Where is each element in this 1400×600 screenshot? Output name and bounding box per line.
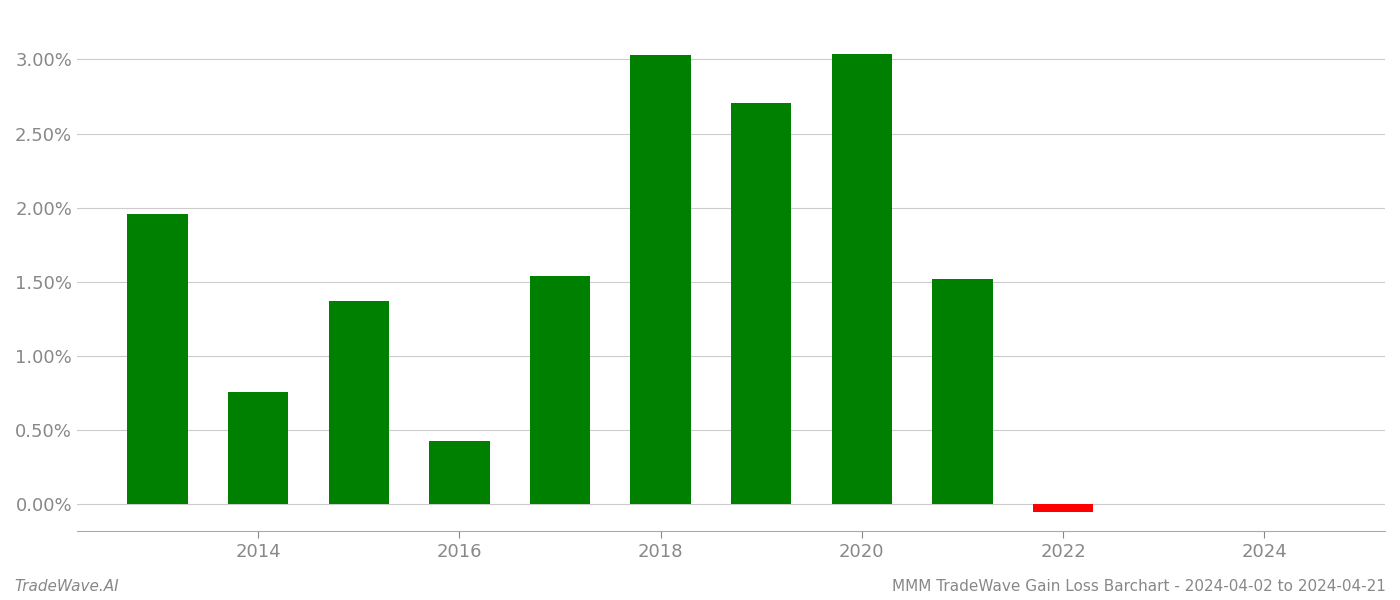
Bar <box>1033 505 1093 512</box>
Text: TradeWave.AI: TradeWave.AI <box>14 579 119 594</box>
Bar <box>430 441 490 505</box>
Bar <box>731 103 791 505</box>
Text: MMM TradeWave Gain Loss Barchart - 2024-04-02 to 2024-04-21: MMM TradeWave Gain Loss Barchart - 2024-… <box>892 579 1386 594</box>
Bar <box>329 301 389 505</box>
Bar <box>630 55 690 505</box>
Bar <box>832 53 892 505</box>
Bar <box>228 392 288 505</box>
Bar <box>932 279 993 505</box>
Bar <box>529 276 591 505</box>
Bar <box>127 214 188 505</box>
